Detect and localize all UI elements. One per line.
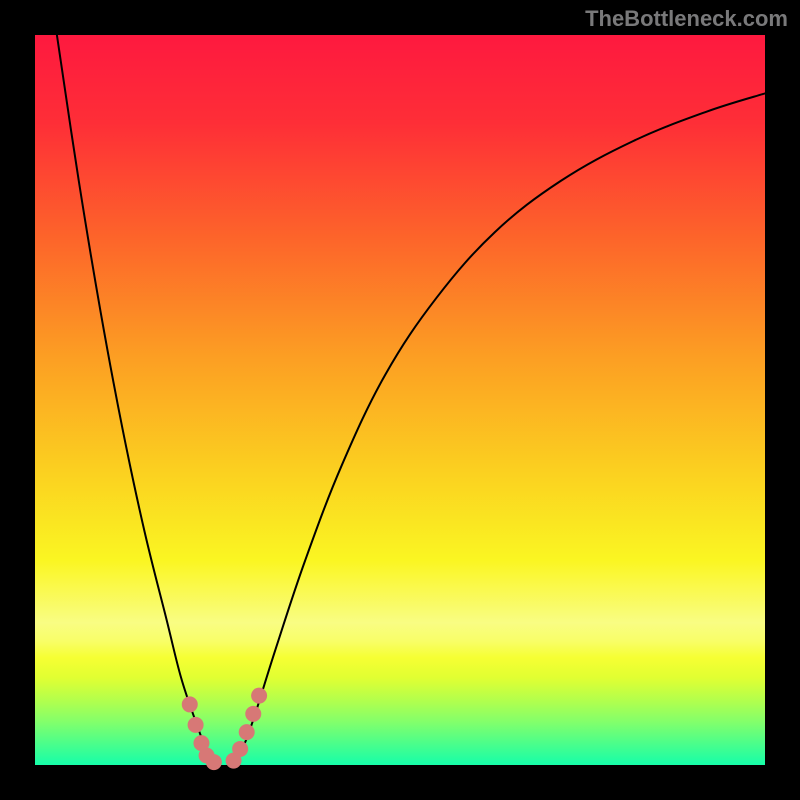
marker-dot	[251, 688, 267, 704]
marker-dot	[239, 724, 255, 740]
marker-dot	[188, 717, 204, 733]
marker-dot	[232, 741, 248, 757]
marker-dot	[206, 754, 222, 770]
watermark-text: TheBottleneck.com	[585, 6, 788, 32]
marker-dot	[182, 696, 198, 712]
bottleneck-chart	[0, 0, 800, 800]
gradient-background	[35, 35, 765, 765]
marker-dot	[245, 706, 261, 722]
chart-container: TheBottleneck.com	[0, 0, 800, 800]
